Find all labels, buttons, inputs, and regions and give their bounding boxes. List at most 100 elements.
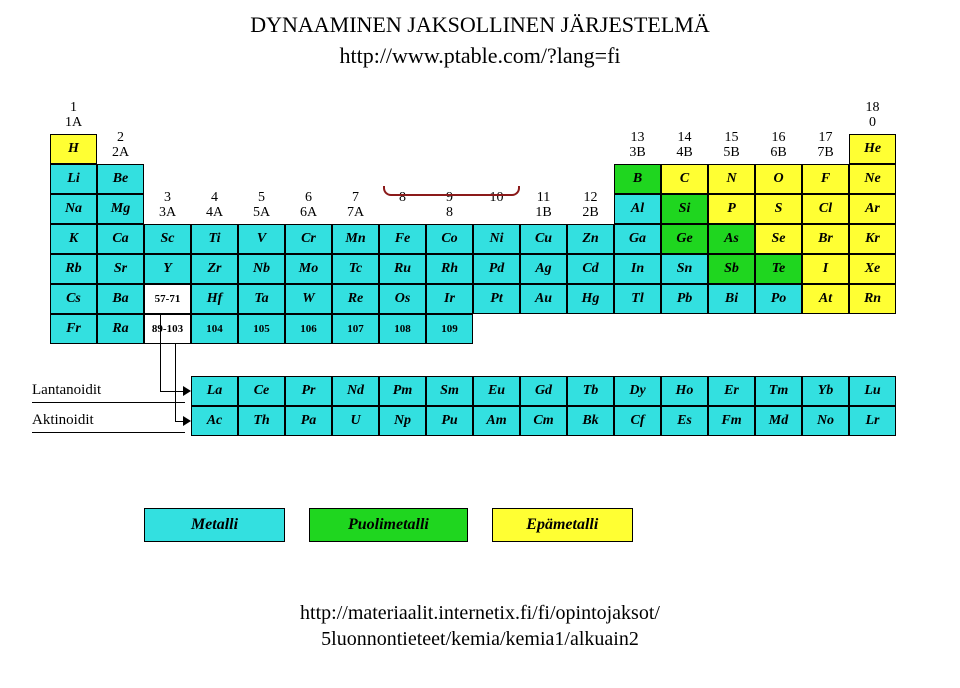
element-cell: 109	[426, 314, 473, 344]
element-cell: Po	[755, 284, 802, 314]
element-cell: Cs	[50, 284, 97, 314]
element-cell: As	[708, 224, 755, 254]
element-cell: Ba	[97, 284, 144, 314]
element-cell: Cl	[802, 194, 849, 224]
group-label: 144B	[661, 130, 708, 161]
element-cell: Rn	[849, 284, 896, 314]
element-cell: Na	[50, 194, 97, 224]
group-label: 44A	[191, 190, 238, 221]
element-cell: Pd	[473, 254, 520, 284]
element-cell: Ho	[661, 376, 708, 406]
element-cell: 108	[379, 314, 426, 344]
group-label: 111B	[520, 190, 567, 221]
group-label: 77A	[332, 190, 379, 221]
element-cell: 57-71	[144, 284, 191, 314]
element-cell: Si	[661, 194, 708, 224]
group-label: 155B	[708, 130, 755, 161]
periodic-table: 11A22A33A44A55A66A77A89810111B122B133B14…	[20, 80, 940, 580]
element-cell: Es	[661, 406, 708, 436]
element-cell: 105	[238, 314, 285, 344]
element-cell: Ce	[238, 376, 285, 406]
group-label: 22A	[97, 130, 144, 161]
element-cell: Pa	[285, 406, 332, 436]
element-cell: Ti	[191, 224, 238, 254]
element-cell: Ar	[849, 194, 896, 224]
element-cell: Er	[708, 376, 755, 406]
element-cell: Se	[755, 224, 802, 254]
element-cell: Tm	[755, 376, 802, 406]
element-cell: Hf	[191, 284, 238, 314]
element-cell: Gd	[520, 376, 567, 406]
element-cell: S	[755, 194, 802, 224]
element-cell: Pt	[473, 284, 520, 314]
divider	[32, 402, 185, 403]
element-cell: Al	[614, 194, 661, 224]
element-cell: Sm	[426, 376, 473, 406]
element-cell: Bk	[567, 406, 614, 436]
element-cell: Ca	[97, 224, 144, 254]
element-cell: Tc	[332, 254, 379, 284]
footer-line-2: 5luonnontieteet/kemia/kemia1/alkuain2	[20, 626, 940, 652]
element-cell: Os	[379, 284, 426, 314]
element-cell: Br	[802, 224, 849, 254]
element-cell: Mg	[97, 194, 144, 224]
element-cell: Md	[755, 406, 802, 436]
element-cell: Ga	[614, 224, 661, 254]
element-cell: I	[802, 254, 849, 284]
element-cell: Cu	[520, 224, 567, 254]
element-cell: Y	[144, 254, 191, 284]
element-cell: Be	[97, 164, 144, 194]
element-cell: Te	[755, 254, 802, 284]
element-cell: Ra	[97, 314, 144, 344]
arrow-icon	[183, 386, 191, 396]
group-label: 11A	[50, 100, 97, 131]
element-cell: 89-103	[144, 314, 191, 344]
element-cell: Fr	[50, 314, 97, 344]
element-cell: O	[755, 164, 802, 194]
element-cell: Lr	[849, 406, 896, 436]
element-cell: Au	[520, 284, 567, 314]
arrow-icon	[183, 416, 191, 426]
element-cell: Mn	[332, 224, 379, 254]
group-label: 180	[849, 100, 896, 131]
legend-box: Puolimetalli	[309, 508, 469, 542]
page-title: DYNAAMINEN JAKSOLLINEN JÄRJESTELMÄ	[20, 10, 940, 41]
element-cell: Np	[379, 406, 426, 436]
element-cell: Am	[473, 406, 520, 436]
element-cell: V	[238, 224, 285, 254]
group8-bracket	[383, 186, 520, 196]
element-cell: Th	[238, 406, 285, 436]
group-label: 33A	[144, 190, 191, 221]
element-cell: H	[50, 134, 97, 164]
element-cell: Pb	[661, 284, 708, 314]
element-cell: Pr	[285, 376, 332, 406]
group-label: 66A	[285, 190, 332, 221]
element-cell: Rh	[426, 254, 473, 284]
element-cell: C	[661, 164, 708, 194]
element-cell: He	[849, 134, 896, 164]
element-cell: Bi	[708, 284, 755, 314]
legend-box: Metalli	[144, 508, 285, 542]
element-cell: Sn	[661, 254, 708, 284]
element-cell: Zn	[567, 224, 614, 254]
element-cell: Tl	[614, 284, 661, 314]
connector	[175, 421, 183, 422]
element-cell: Ru	[379, 254, 426, 284]
element-cell: In	[614, 254, 661, 284]
element-cell: Zr	[191, 254, 238, 284]
connector	[160, 344, 161, 391]
connector	[175, 344, 176, 421]
group-label: 55A	[238, 190, 285, 221]
element-cell: 104	[191, 314, 238, 344]
legend-box: Epämetalli	[492, 508, 633, 542]
divider	[32, 432, 185, 433]
element-cell: No	[802, 406, 849, 436]
element-cell: Kr	[849, 224, 896, 254]
element-cell: 107	[332, 314, 379, 344]
element-cell: Fe	[379, 224, 426, 254]
element-cell: Ni	[473, 224, 520, 254]
connector	[160, 391, 183, 392]
element-cell: Mo	[285, 254, 332, 284]
element-cell: Hg	[567, 284, 614, 314]
element-cell: F	[802, 164, 849, 194]
